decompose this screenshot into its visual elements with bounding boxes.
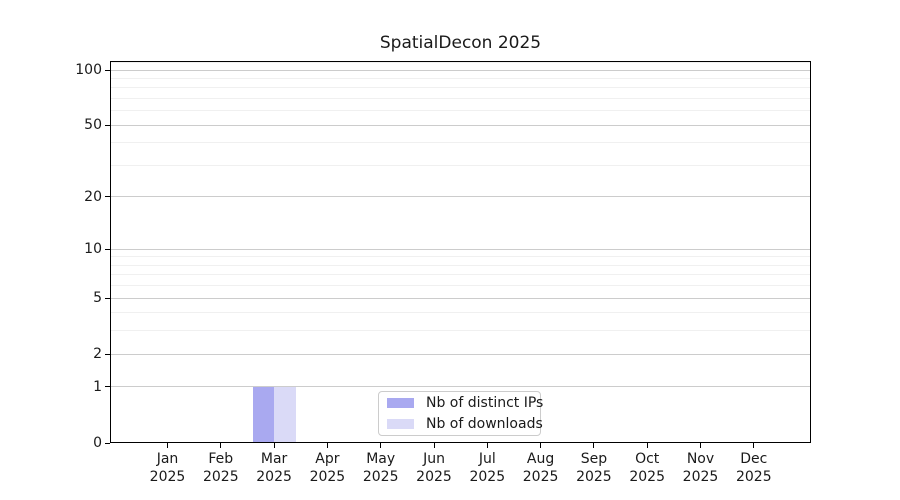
- gridline-minor: [110, 61, 811, 63]
- bar-nb-of-downloads-mar-2025: [274, 386, 296, 443]
- gridline-minor: [110, 110, 811, 112]
- gridline-minor: [110, 77, 811, 79]
- x-tick-label: Mar 2025: [256, 451, 292, 485]
- x-tick-mark: [486, 443, 488, 448]
- bar-nb-of-distinct-ips-mar-2025: [252, 386, 275, 443]
- y-tick-mark: [105, 69, 110, 71]
- legend: Nb of distinct IPs Nb of downloads: [378, 391, 544, 436]
- x-tick-label: Feb 2025: [202, 451, 239, 485]
- y-tick-label: 50: [84, 117, 102, 134]
- gridline-minor: [110, 285, 811, 287]
- x-tick-mark: [700, 443, 701, 448]
- x-tick-label: Jul 2025: [469, 451, 506, 485]
- x-tick-label: Nov 2025: [682, 451, 719, 485]
- y-tick-label: 5: [93, 290, 102, 307]
- legend-item-downloads: Nb of downloads: [387, 415, 543, 434]
- legend-swatch-distinct-ips: [387, 398, 414, 408]
- x-tick-mark: [593, 443, 595, 448]
- x-tick-label: Dec 2025: [735, 451, 772, 485]
- x-tick-label: Oct 2025: [629, 451, 665, 485]
- legend-label-downloads: Nb of downloads: [426, 416, 543, 432]
- chart-title: SpatialDecon 2025: [379, 33, 542, 53]
- x-tick-mark: [380, 443, 382, 448]
- gridline-minor: [110, 98, 811, 100]
- gridline-minor: [110, 264, 811, 266]
- plot-area: [110, 61, 811, 443]
- legend-item-distinct-ips: Nb of distinct IPs: [387, 394, 544, 413]
- x-tick-mark: [433, 443, 435, 448]
- y-tick-mark: [105, 442, 110, 444]
- x-tick-label: Jan 2025: [149, 451, 186, 485]
- x-tick-label: May 2025: [362, 451, 399, 485]
- gridline-minor: [110, 274, 811, 276]
- x-tick-mark: [540, 443, 542, 448]
- gridline-major: [110, 297, 811, 299]
- y-tick-label: 100: [75, 62, 102, 79]
- gridline-minor: [110, 330, 811, 332]
- y-tick-mark: [105, 297, 110, 299]
- y-tick-mark: [105, 248, 110, 250]
- x-tick-mark: [220, 443, 222, 448]
- x-tick-mark: [753, 443, 755, 448]
- gridline-major: [110, 196, 811, 198]
- x-tick-mark: [167, 443, 168, 448]
- gridline-major: [110, 386, 811, 388]
- gridline-minor: [110, 87, 811, 89]
- x-tick-label: Apr 2025: [309, 451, 346, 485]
- x-tick-mark: [646, 443, 648, 448]
- y-tick-label: 10: [84, 241, 102, 258]
- gridline-minor: [110, 256, 811, 258]
- gridline-major: [110, 248, 811, 250]
- x-tick-label: Sep 2025: [576, 451, 612, 485]
- legend-swatch-downloads: [387, 419, 414, 429]
- x-tick-mark: [326, 443, 328, 448]
- y-tick-label: 20: [84, 188, 102, 205]
- gridline-major: [110, 353, 811, 355]
- y-tick-mark: [105, 196, 110, 198]
- y-tick-label: 0: [93, 435, 102, 451]
- y-tick-mark: [105, 353, 110, 355]
- y-tick-label: 1: [93, 378, 102, 395]
- y-tick-mark: [105, 386, 110, 388]
- gridline-major: [110, 69, 811, 71]
- gridline-major: [110, 124, 811, 126]
- gridline-minor: [110, 142, 811, 144]
- y-tick-mark: [105, 124, 110, 126]
- gridline-minor: [110, 165, 811, 166]
- x-tick-label: Jun 2025: [416, 451, 452, 485]
- y-tick-label: 2: [93, 346, 102, 363]
- gridline-minor: [110, 312, 811, 314]
- legend-label-distinct-ips: Nb of distinct IPs: [426, 395, 544, 411]
- x-tick-label: Aug 2025: [522, 451, 559, 485]
- x-tick-mark: [273, 443, 275, 448]
